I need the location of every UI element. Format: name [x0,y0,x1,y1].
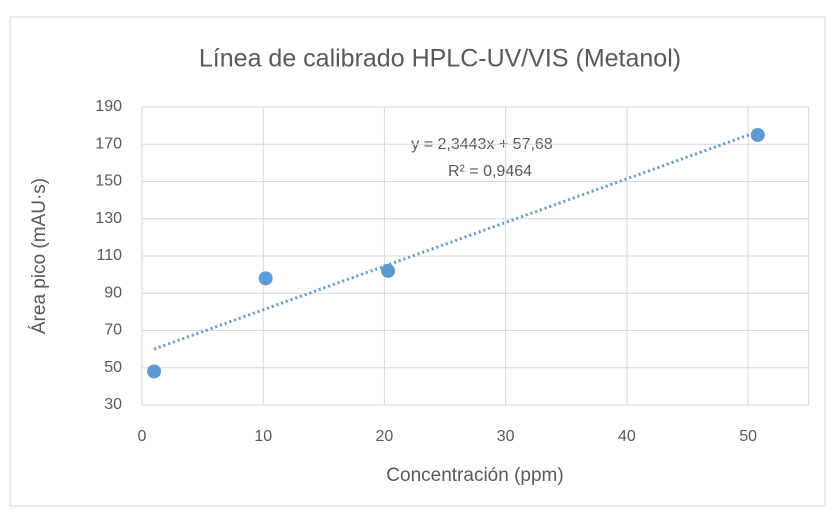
x-tick-label: 40 [618,428,636,445]
y-tick-label: 70 [104,322,122,339]
chart-border [9,16,826,507]
y-tick-label: 150 [95,173,122,190]
chart-title: Línea de calibrado HPLC-UV/VIS (Metanol) [199,45,681,73]
trendline [153,130,759,351]
data-point [147,364,162,379]
x-tick-label: 50 [739,428,757,445]
y-tick-label: 130 [95,210,122,227]
trendline-r2: R² = 0,9464 [448,163,532,180]
y-tick-label: 90 [104,284,122,301]
data-point [381,263,396,278]
y-tick-label: 30 [104,396,122,413]
x-tick-label: 30 [497,428,515,445]
x-tick-label: 10 [254,428,272,445]
x-axis-label: Concentración (ppm) [386,465,563,486]
y-tick-label: 170 [95,135,122,152]
y-tick-label: 50 [104,359,122,376]
data-point [750,127,765,142]
x-tick-label: 0 [138,428,147,445]
data-point [258,271,273,286]
y-tick-label: 110 [96,247,122,264]
y-tick-label: 190 [95,98,122,115]
y-axis-label: Área pico (mAU·s) [29,178,50,334]
x-tick-label: 20 [376,428,394,445]
